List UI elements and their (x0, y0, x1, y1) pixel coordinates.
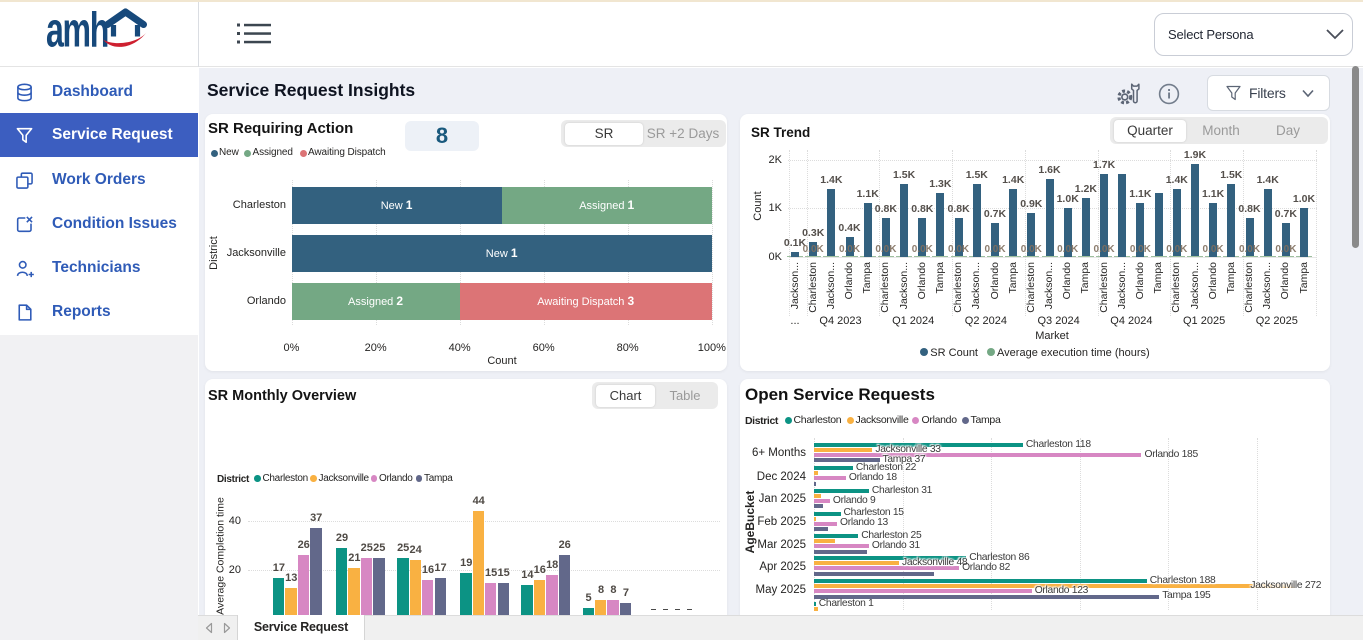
svg-text:amh: amh (46, 8, 108, 54)
